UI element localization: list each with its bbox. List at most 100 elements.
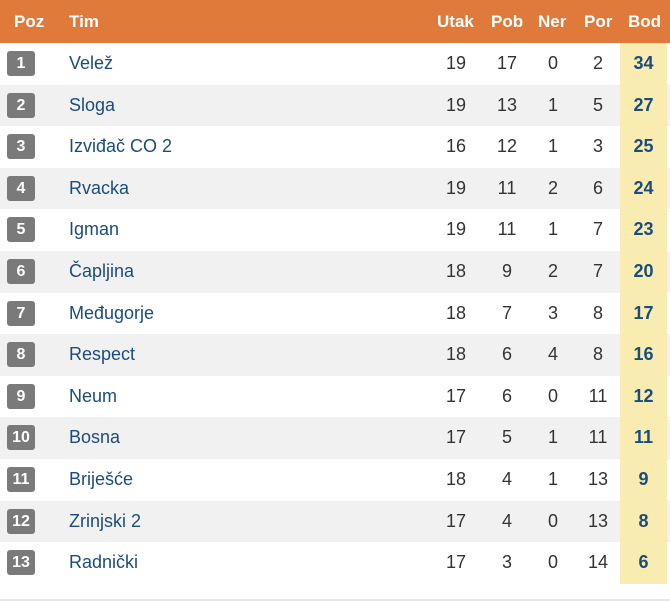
points-cell: 9 [620, 458, 667, 501]
played-cell: 19 [445, 177, 467, 198]
header-bod[interactable]: Bod [628, 12, 662, 31]
wins-cell: 17 [496, 53, 518, 73]
header-ner[interactable]: Ner [538, 12, 567, 31]
header-pob[interactable]: Pob [491, 12, 524, 31]
draws-cell: 4 [547, 344, 558, 365]
team-name-link[interactable]: Međugorje [69, 302, 155, 323]
losses-cell: 5 [592, 94, 603, 115]
header-tim[interactable]: Tim [69, 12, 99, 31]
position-badge: 13 [7, 550, 35, 576]
losses-cell: 8 [592, 344, 603, 365]
points-cell: 25 [620, 126, 667, 168]
wins-cell: 6 [501, 385, 512, 406]
losses-cell: 13 [587, 510, 609, 531]
table-row[interactable]: 11 Briješće 18 4 1 13 9 [0, 458, 670, 501]
table-row[interactable]: 12 Zrinjski 2 17 4 0 13 8 [0, 500, 670, 543]
team-name-link[interactable]: Sloga [69, 94, 116, 115]
wins-cell: 4 [501, 510, 512, 531]
table-bottom-divider [0, 599, 670, 601]
played-cell: 16 [445, 136, 467, 157]
wins-cell: 7 [501, 302, 512, 323]
played-cell: 17 [445, 427, 467, 448]
losses-cell: 13 [587, 468, 609, 489]
table-row[interactable]: 8 Respect 18 6 4 8 16 [0, 334, 670, 376]
wins-cell: 12 [496, 136, 518, 157]
position-badge: 2 [7, 92, 35, 118]
position-badge: 10 [7, 425, 35, 451]
table-row[interactable]: 2 Sloga 19 13 1 5 27 [0, 84, 670, 127]
team-name-link[interactable]: Čapljina [69, 260, 135, 281]
played-cell: 18 [445, 302, 467, 323]
wins-cell: 11 [497, 219, 517, 240]
table-row[interactable]: 5 Igman 19 11 1 7 23 [0, 209, 670, 251]
table-row[interactable]: 13 Radnički 17 3 0 14 6 [0, 542, 670, 584]
played-cell: 19 [445, 219, 467, 240]
table-body: 1 Velež 19 17 0 2 34 2 Sloga 19 13 1 5 27 3 Izviđač CO … [0, 43, 670, 584]
header-utak[interactable]: Utak [437, 12, 474, 31]
draws-cell: 0 [547, 552, 558, 573]
team-name-link[interactable]: Bosna [69, 427, 121, 448]
team-name-link[interactable]: Respect [69, 344, 136, 365]
played-cell: 19 [445, 94, 467, 115]
team-name-link[interactable]: Briješće [69, 468, 134, 489]
losses-cell: 3 [592, 136, 603, 157]
table-header: Poz Tim Utak Pob Ner Por Bod [0, 0, 670, 43]
table-row[interactable]: 1 Velež 19 17 0 2 34 [0, 43, 670, 85]
wins-cell: 11 [497, 177, 517, 198]
table-row[interactable]: 9 Neum 17 6 0 11 12 [0, 375, 670, 418]
draws-cell: 1 [547, 219, 558, 240]
played-cell: 18 [445, 260, 467, 281]
played-cell: 17 [445, 385, 467, 406]
points-cell: 11 [620, 417, 667, 459]
team-name-link[interactable]: Neum [69, 385, 118, 406]
played-cell: 17 [445, 552, 467, 573]
losses-cell: 7 [592, 260, 603, 281]
position-badge: 7 [7, 300, 35, 326]
table-row[interactable]: 10 Bosna 17 5 1 11 11 [0, 417, 670, 459]
losses-cell: 11 [588, 385, 608, 406]
points-cell: 16 [620, 334, 667, 376]
draws-cell: 2 [547, 260, 558, 281]
position-badge: 9 [7, 383, 35, 409]
team-name-link[interactable]: Radnički [69, 552, 139, 573]
draws-cell: 1 [547, 468, 558, 489]
losses-cell: 8 [592, 302, 603, 323]
draws-cell: 1 [547, 427, 558, 448]
losses-cell: 6 [592, 177, 603, 198]
points-cell: 24 [620, 167, 667, 210]
table-row[interactable]: 3 Izviđač CO 2 16 12 1 3 25 [0, 126, 670, 168]
team-name-link[interactable]: Izviđač CO 2 [69, 136, 173, 157]
losses-cell: 2 [592, 53, 603, 73]
losses-cell: 11 [588, 427, 608, 448]
played-cell: 19 [445, 53, 467, 73]
table-row[interactable]: 6 Čapljina 18 9 2 7 20 [0, 250, 670, 293]
losses-cell: 7 [592, 219, 603, 240]
header-por[interactable]: Por [584, 12, 613, 31]
position-badge: 1 [7, 51, 35, 76]
draws-cell: 0 [547, 385, 558, 406]
draws-cell: 0 [547, 510, 558, 531]
position-badge: 4 [7, 175, 35, 201]
wins-cell: 3 [501, 552, 512, 573]
table-row[interactable]: 7 Međugorje 18 7 3 8 17 [0, 292, 670, 335]
draws-cell: 1 [547, 94, 558, 115]
header-poz[interactable]: Poz [14, 12, 45, 31]
points-cell: 8 [620, 500, 667, 543]
position-badge: 12 [7, 508, 35, 534]
wins-cell: 9 [501, 260, 512, 281]
draws-cell: 3 [547, 302, 558, 323]
draws-cell: 1 [547, 136, 558, 157]
team-name-link[interactable]: Igman [69, 219, 120, 240]
position-badge: 3 [7, 134, 35, 160]
points-cell: 34 [620, 43, 667, 85]
team-name-link[interactable]: Zrinjski 2 [69, 510, 142, 531]
wins-cell: 5 [501, 427, 512, 448]
team-name-link[interactable]: Rvacka [69, 177, 130, 198]
wins-cell: 13 [496, 94, 518, 115]
played-cell: 18 [445, 344, 467, 365]
table-row[interactable]: 4 Rvacka 19 11 2 6 24 [0, 167, 670, 210]
team-name-link[interactable]: Velež [69, 53, 114, 73]
points-cell: 20 [620, 250, 667, 293]
points-cell: 27 [620, 84, 667, 127]
